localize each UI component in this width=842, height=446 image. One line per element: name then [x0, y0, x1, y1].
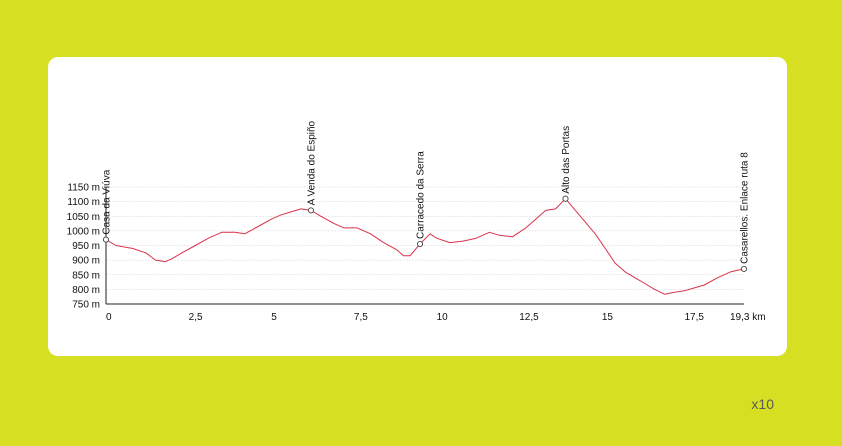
chart-card: 750 m 800 m 850 m 900 m 950 m 1000 m 1050 m 110… — [48, 57, 787, 356]
y-tick-label: 850 m — [72, 270, 100, 281]
x-tick-label: 15 — [602, 312, 614, 323]
y-tick-label: 1000 m — [67, 226, 100, 237]
waypoint-marker — [562, 195, 569, 202]
y-tick-label: 950 m — [72, 241, 100, 252]
waypoint-label: Carracedo da Serra — [416, 151, 427, 239]
y-tick-label: 1150 m — [67, 183, 100, 194]
y-tick-label: 800 m — [72, 285, 100, 296]
waypoints: Casa da Viúva A Venda do Espiño Carracedo … — [102, 120, 751, 272]
waypoint-label: A Venda do Espiño — [307, 120, 318, 205]
grid-layer — [106, 186, 744, 290]
x-tick-labels: 0 2,5 5 7,5 10 12,5 15 17,5 19,3 km — [106, 312, 766, 323]
x-tick-label: 12,5 — [519, 312, 539, 323]
waypoint-label: Alto das Portas — [561, 126, 572, 194]
x-tick-label: 7,5 — [354, 312, 368, 323]
x-tick-label: 5 — [271, 312, 277, 323]
y-tick-label: 900 m — [72, 256, 100, 267]
x-tick-label: 17,5 — [684, 312, 704, 323]
x-tick-label: 19,3 km — [730, 312, 766, 323]
waypoint-marker — [416, 240, 424, 248]
y-tick-labels: 750 m 800 m 850 m 900 m 950 m 1000 m 1050 m 110… — [67, 183, 100, 311]
y-tick-label: 1100 m — [67, 197, 100, 208]
waypoint-marker — [307, 207, 315, 214]
waypoint-label: Casarellos. Enlace ruta 8 — [740, 152, 751, 264]
waypoint-marker — [102, 236, 110, 243]
waypoint-marker — [740, 265, 748, 272]
y-tick-label: 750 m — [72, 300, 100, 311]
waypoint-label: Casa da Viúva — [102, 169, 113, 234]
page-note: x10 — [751, 396, 774, 412]
x-tick-label: 2,5 — [189, 312, 203, 323]
axis-layer — [105, 187, 744, 305]
elevation-profile-line — [105, 198, 745, 295]
x-tick-label: 0 — [106, 312, 112, 323]
x-tick-label: 10 — [437, 312, 449, 323]
y-tick-label: 1050 m — [67, 212, 100, 223]
elevation-profile-chart: 750 m 800 m 850 m 900 m 950 m 1000 m 1050 m 110… — [67, 120, 766, 323]
